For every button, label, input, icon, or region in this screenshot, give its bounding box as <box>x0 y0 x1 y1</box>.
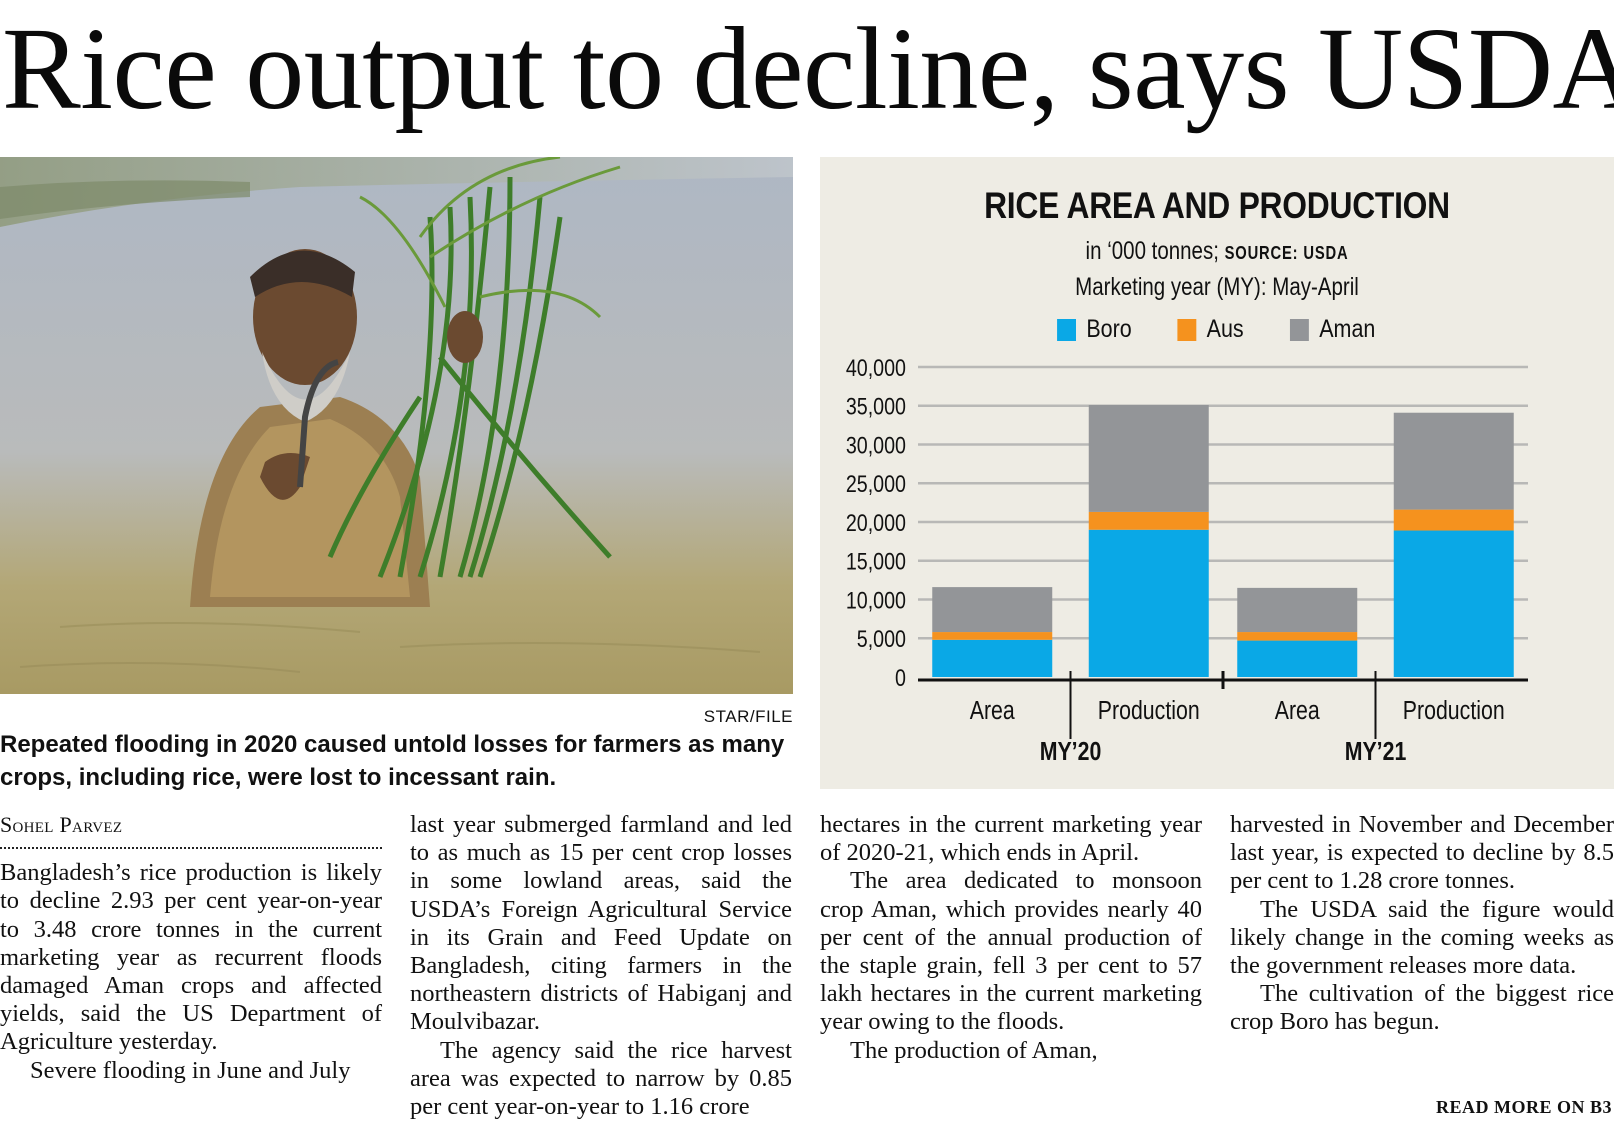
bar-segment-aman <box>1088 404 1209 512</box>
news-photo <box>0 157 793 694</box>
farmer-in-flood-image <box>0 157 793 694</box>
legend-label-boro: Boro <box>1086 315 1133 343</box>
legend-item-aus: Aus <box>1177 315 1244 344</box>
article-paragraph: Severe flooding in June and July <box>30 1056 351 1084</box>
x-category-label: Area <box>1275 696 1321 726</box>
y-tick-label: 15,000 <box>846 548 906 575</box>
y-tick-label: 35,000 <box>846 393 906 420</box>
article-paragraph: Bangladesh’s rice production is likely t… <box>0 859 382 1056</box>
photo-caption: Repeated flooding in 2020 caused untold … <box>0 731 785 791</box>
legend-item-aman: Aman <box>1290 315 1376 344</box>
y-tick-label: 5,000 <box>857 625 906 652</box>
article-paragraph: The production of Aman, <box>850 1036 1098 1064</box>
bar-segment-boro <box>1393 530 1514 677</box>
read-more-link[interactable]: READ MORE ON B3 <box>1435 1097 1612 1117</box>
bar-segment-aus <box>1393 509 1514 531</box>
bar-segment-boro <box>1237 640 1358 677</box>
bar-segment-aman <box>1237 587 1358 633</box>
article-paragraph: harvested in November and December last … <box>1230 811 1614 895</box>
x-category-label: Production <box>1098 696 1200 726</box>
article-paragraph: hectares in the current marketing year o… <box>820 811 1202 867</box>
y-tick-label: 40,000 <box>846 354 906 381</box>
chart-source: SOURCE: USDA <box>1224 243 1349 263</box>
legend-swatch-boro <box>1057 318 1077 341</box>
bar-segment-aus <box>932 632 1053 640</box>
article-column-2: last year submerged farmland and led to … <box>410 811 792 1121</box>
article-column-3: hectares in the current marketing year o… <box>820 811 1202 1065</box>
article-paragraph: The area dedicated to monsoon crop Aman,… <box>820 867 1202 1036</box>
legend-item-boro: Boro <box>1057 315 1132 344</box>
article-paragraph: The cultivation of the biggest rice crop… <box>1230 980 1614 1036</box>
bar-segment-boro <box>1088 529 1209 677</box>
bar-segment-boro <box>932 639 1053 677</box>
legend-swatch-aus <box>1177 318 1197 341</box>
headline: Rice output to decline, says USDA <box>2 3 1614 134</box>
x-group-label: MY’20 <box>1040 737 1102 767</box>
chart-title: RICE AREA AND PRODUCTION <box>984 185 1450 226</box>
article-column-1: Sohel Parvez Bangladesh’s rice productio… <box>0 811 382 1085</box>
y-tick-label: 0 <box>895 664 906 691</box>
x-group-label: MY’21 <box>1345 737 1407 767</box>
chart-subtitle-period: Marketing year (MY): May-April <box>1075 273 1359 301</box>
bar-segment-aus <box>1237 632 1358 641</box>
chart-units: in ‘000 tonnes; <box>1085 237 1219 265</box>
article-paragraph: last year submerged farmland and led to … <box>410 811 792 1036</box>
y-tick-label: 10,000 <box>846 587 906 614</box>
article-paragraph: The USDA said the figure would likely ch… <box>1230 895 1614 980</box>
legend-label-aman: Aman <box>1319 315 1376 343</box>
photo-credit: STAR/FILE <box>703 707 793 726</box>
x-category-label: Area <box>970 696 1016 726</box>
stacked-bar-chart: 0 5,000 10,000 15,000 20,000 25,000 30,000 35,0… <box>846 354 1528 767</box>
bar-segment-aus <box>1088 511 1209 530</box>
y-tick-label: 20,000 <box>846 509 906 536</box>
article-column-4: harvested in November and December last … <box>1230 811 1614 1037</box>
article-paragraph: The agency said the rice harvest area wa… <box>410 1036 792 1121</box>
chart-legend: Boro Aus Aman <box>820 315 1614 344</box>
legend-label-aus: Aus <box>1206 315 1244 343</box>
chart-panel: RICE AREA AND PRODUCTION in ‘000 tonnes;… <box>820 157 1614 789</box>
legend-swatch-aman <box>1290 318 1310 341</box>
byline: Sohel Parvez <box>0 811 382 850</box>
bar-segment-aman <box>1393 412 1514 510</box>
bar-segment-aman <box>932 587 1053 633</box>
x-category-label: Production <box>1403 696 1505 726</box>
y-tick-label: 30,000 <box>846 432 906 459</box>
chart-subtitle-units: in ‘000 tonnes; SOURCE: USDA <box>891 237 1542 266</box>
y-tick-label: 25,000 <box>846 470 906 497</box>
